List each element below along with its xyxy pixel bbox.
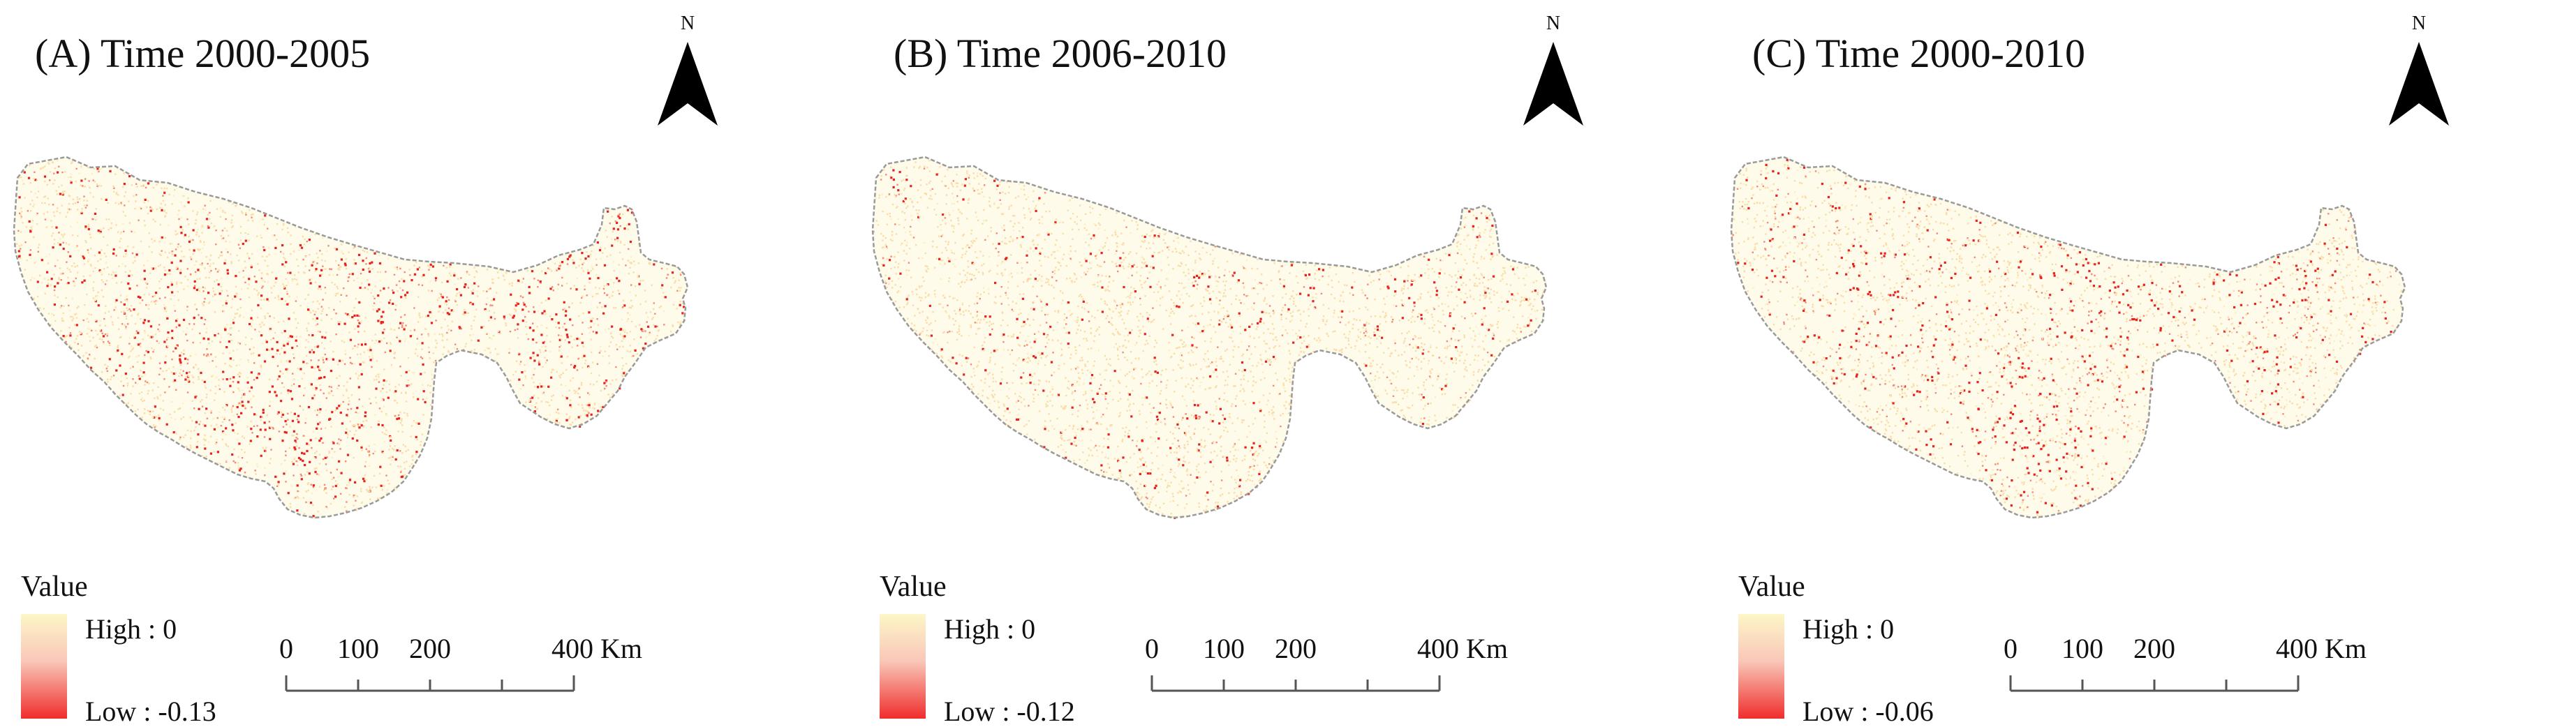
legend-color-ramp [21,614,67,719]
scale-tick-400: 400 Km [552,635,642,663]
scale-tick-0: 0 [2004,635,2018,663]
scale-tick-0: 0 [279,635,293,663]
scale-tick-0: 0 [1145,635,1159,663]
scale-unit: Km [2325,633,2367,664]
scale-tick-200: 200 [2133,635,2175,663]
north-arrow: N [2388,14,2450,126]
scale-tick-400-value: 400 [552,633,593,664]
scale-unit: Km [1466,633,1508,664]
north-label: N [2388,14,2450,33]
north-arrow: N [1522,14,1585,126]
legend-low-label: Low : -0.06 [1803,698,1934,726]
scale-unit: Km [600,633,642,664]
legend-title: Value [1738,572,1805,601]
north-arrow: N [656,14,719,126]
scale-tick-100: 100 [337,635,379,663]
map-panel-a: (A) Time 2000-2005 N Value High : 0 Low … [0,0,859,726]
panel-title: (A) Time 2000-2005 [35,33,370,74]
panel-title: (B) Time 2006-2010 [894,33,1227,74]
scale-tick-200: 200 [409,635,451,663]
legend-low-label: Low : -0.13 [85,698,216,726]
legend-color-ramp [1738,614,1784,719]
scale-bar-line [1148,670,1442,698]
map-panel-b: (B) Time 2006-2010 N Value High : 0 Low … [859,0,1717,726]
region-fill [14,157,688,518]
scale-tick-400-value: 400 [2276,633,2318,664]
scale-tick-400-value: 400 [1417,633,1459,664]
legend-low-label: Low : -0.12 [944,698,1075,726]
legend-high-label: High : 0 [944,615,1035,643]
scale-tick-100: 100 [1203,635,1245,663]
scale-bar-line [2007,670,2300,698]
map-panel-c: (C) Time 2000-2010 N Value High : 0 Low … [1717,0,2576,726]
legend-high-label: High : 0 [85,615,177,643]
scale-bar-line [283,670,576,698]
legend-high-label: High : 0 [1803,615,1894,643]
region-fill [873,157,1546,518]
legend-title: Value [880,572,947,601]
north-label: N [656,14,719,33]
panel-title: (C) Time 2000-2010 [1752,33,2085,74]
legend-title: Value [21,572,88,601]
scale-tick-400: 400 Km [1417,635,1508,663]
north-arrow-icon [1522,42,1585,126]
scale-tick-200: 200 [1275,635,1317,663]
north-arrow-icon [656,42,719,126]
legend-color-ramp [880,614,926,719]
north-label: N [1522,14,1585,33]
scale-tick-400: 400 Km [2276,635,2367,663]
north-arrow-icon [2388,42,2450,126]
scale-tick-100: 100 [2061,635,2103,663]
